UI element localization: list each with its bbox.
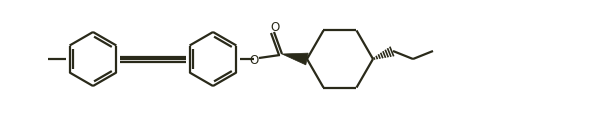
Text: O: O xyxy=(270,20,280,33)
Polygon shape xyxy=(282,54,308,65)
Text: O: O xyxy=(250,54,259,66)
